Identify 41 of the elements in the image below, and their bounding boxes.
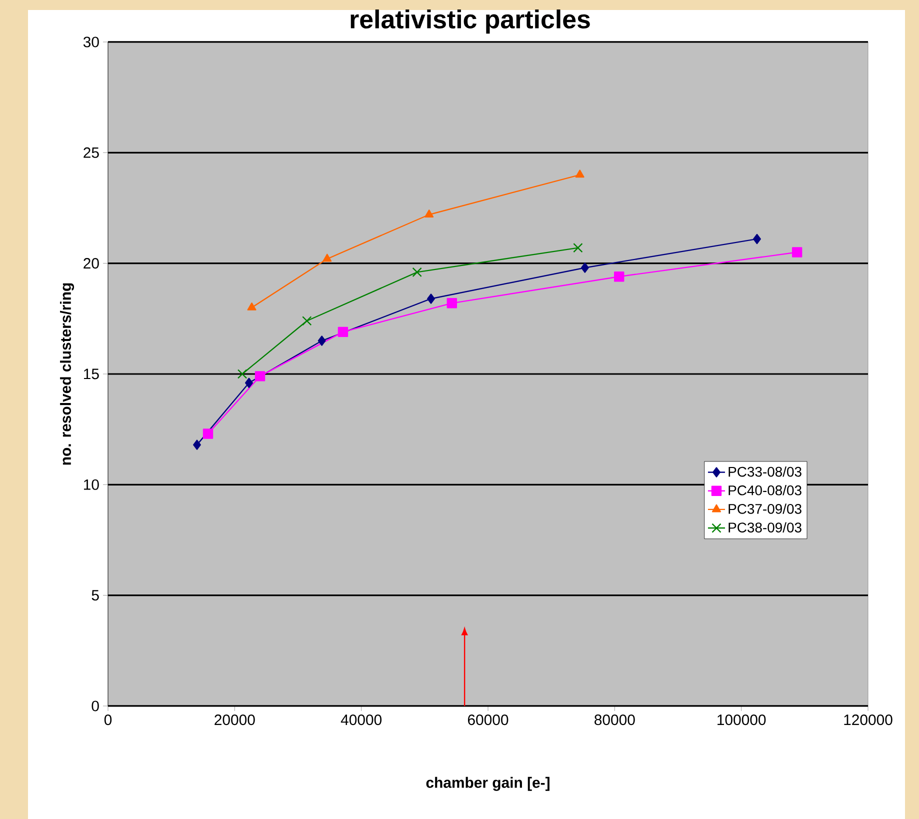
legend-label: PC37-09/03 bbox=[728, 504, 802, 514]
x-tick-label: 40000 bbox=[340, 714, 382, 726]
y-tick-label: 30 bbox=[83, 36, 99, 48]
point bbox=[792, 247, 802, 258]
point bbox=[254, 371, 266, 382]
point bbox=[338, 326, 348, 338]
point bbox=[245, 378, 253, 388]
point bbox=[753, 234, 761, 244]
point bbox=[424, 210, 434, 218]
x-tick-label: 60000 bbox=[468, 714, 508, 726]
point bbox=[318, 336, 326, 346]
point bbox=[575, 170, 584, 178]
point bbox=[427, 294, 435, 304]
point bbox=[573, 242, 583, 253]
y-tick-label: 20 bbox=[84, 258, 99, 269]
x-tick-label: 80000 bbox=[594, 714, 635, 726]
y-tick-label: 10 bbox=[84, 479, 99, 490]
point bbox=[614, 272, 624, 282]
y-tick-label: 25 bbox=[84, 147, 99, 158]
x-tick-label: 20000 bbox=[214, 714, 255, 726]
point bbox=[446, 298, 458, 308]
y-axis-title: no. resolved clusters/ring bbox=[60, 283, 74, 465]
point bbox=[193, 440, 201, 450]
point bbox=[247, 302, 256, 310]
legend-label: PC33-08/03 bbox=[728, 466, 802, 477]
y-tick-label: 0 bbox=[92, 700, 99, 712]
x-axis-title: chamber gain [e-] bbox=[426, 776, 550, 791]
x-tick-label: 120000 bbox=[844, 714, 892, 726]
legend-label: PC38-09/03 bbox=[728, 522, 802, 532]
point bbox=[302, 316, 312, 326]
chart-title: relativistic particles bbox=[350, 10, 590, 34]
y-tick-label: 15 bbox=[84, 368, 99, 380]
point bbox=[322, 254, 332, 262]
point bbox=[237, 369, 248, 379]
point bbox=[412, 267, 422, 278]
x-tick-label: 100000 bbox=[718, 714, 766, 726]
point bbox=[202, 428, 214, 439]
legend-label: PC40-08/03 bbox=[728, 485, 802, 496]
y-tick-label: 5 bbox=[92, 590, 99, 601]
x-tick-label: 0 bbox=[104, 714, 112, 726]
point bbox=[580, 262, 589, 273]
